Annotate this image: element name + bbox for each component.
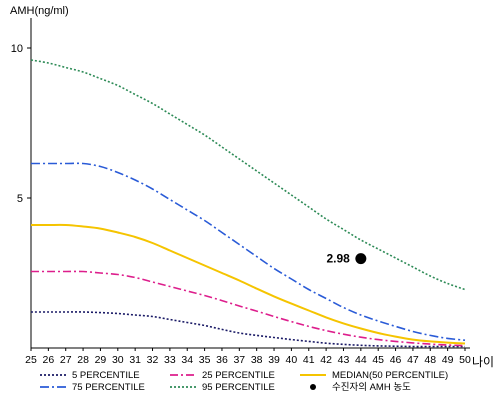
x-tick-label: 39 xyxy=(268,354,280,366)
series-line-median-50-percentile xyxy=(30,223,466,345)
y-ticks: 5 10 xyxy=(11,43,31,205)
legend-swatch-point xyxy=(310,384,316,390)
x-tick-label: 31 xyxy=(129,354,141,366)
patient-amh-point xyxy=(355,253,367,265)
patient-amh-value-label: 2.98 xyxy=(326,252,350,266)
x-tick-label: 50 xyxy=(459,354,471,366)
x-tick-label: 40 xyxy=(286,354,298,366)
patient-point: 2.98 xyxy=(326,252,367,266)
x-tick-label: 35 xyxy=(199,354,211,366)
legend-label-median-50-percentile: MEDIAN(50 PERCENTILE) xyxy=(332,370,448,381)
series-line-75-percentile xyxy=(31,162,466,341)
x-tick-label: 29 xyxy=(95,354,107,366)
x-tick-label: 30 xyxy=(112,354,124,366)
x-tick-label: 27 xyxy=(60,354,72,366)
x-tick-label: 42 xyxy=(320,354,332,366)
y-axis: AMH(ng/ml) 5 10 xyxy=(10,5,69,348)
x-tick-label: 33 xyxy=(164,354,176,366)
x-tick-label: 47 xyxy=(407,354,419,366)
series-line-25-percentile xyxy=(30,270,466,347)
x-axis-label: 나이 xyxy=(472,355,494,369)
y-tick-label: 5 xyxy=(17,193,23,205)
x-ticks: 25 26 27 28 29 30 31 32 33 34 35 36 37 38 39 40 41 42 43 44… xyxy=(25,348,471,366)
x-tick-label: 32 xyxy=(147,354,159,366)
x-tick-label: 36 xyxy=(216,354,228,366)
x-tick-label: 28 xyxy=(77,354,89,366)
y-axis-label: AMH(ng/ml) xyxy=(10,5,69,17)
series-line-95-percentile xyxy=(30,59,466,291)
x-tick-label: 46 xyxy=(390,354,402,366)
x-tick-label: 26 xyxy=(43,354,55,366)
legend-label-25-percentile: 25 PERCENTILE xyxy=(202,370,275,381)
x-tick-label: 25 xyxy=(25,354,37,366)
x-tick-label: 43 xyxy=(338,354,350,366)
legend-label-95-percentile: 95 PERCENTILE xyxy=(202,382,275,393)
series-lines xyxy=(30,59,466,348)
series-line-5-percentile xyxy=(30,311,465,348)
x-tick-label: 45 xyxy=(372,354,384,366)
x-tick-label: 44 xyxy=(355,354,367,366)
x-tick-label: 48 xyxy=(424,354,436,366)
x-tick-label: 49 xyxy=(442,354,454,366)
x-tick-label: 38 xyxy=(251,354,263,366)
x-tick-label: 37 xyxy=(233,354,245,366)
legend-label-75-percentile: 75 PERCENTILE xyxy=(72,382,145,393)
legend: 5 PERCENTILE 25 PERCENTILE MEDIAN(50 PERCE… xyxy=(40,370,448,393)
x-tick-label: 34 xyxy=(181,354,193,366)
y-tick-label: 10 xyxy=(11,43,23,55)
x-axis: 25 26 27 28 29 30 31 32 33 34 35 36 37 38 39 40 41 42 43 44… xyxy=(25,347,494,369)
legend-label-5-percentile: 5 PERCENTILE xyxy=(72,370,140,381)
x-tick-label: 41 xyxy=(303,354,315,366)
legend-label-amh: 수진자의 AMH 농도 xyxy=(332,382,411,393)
